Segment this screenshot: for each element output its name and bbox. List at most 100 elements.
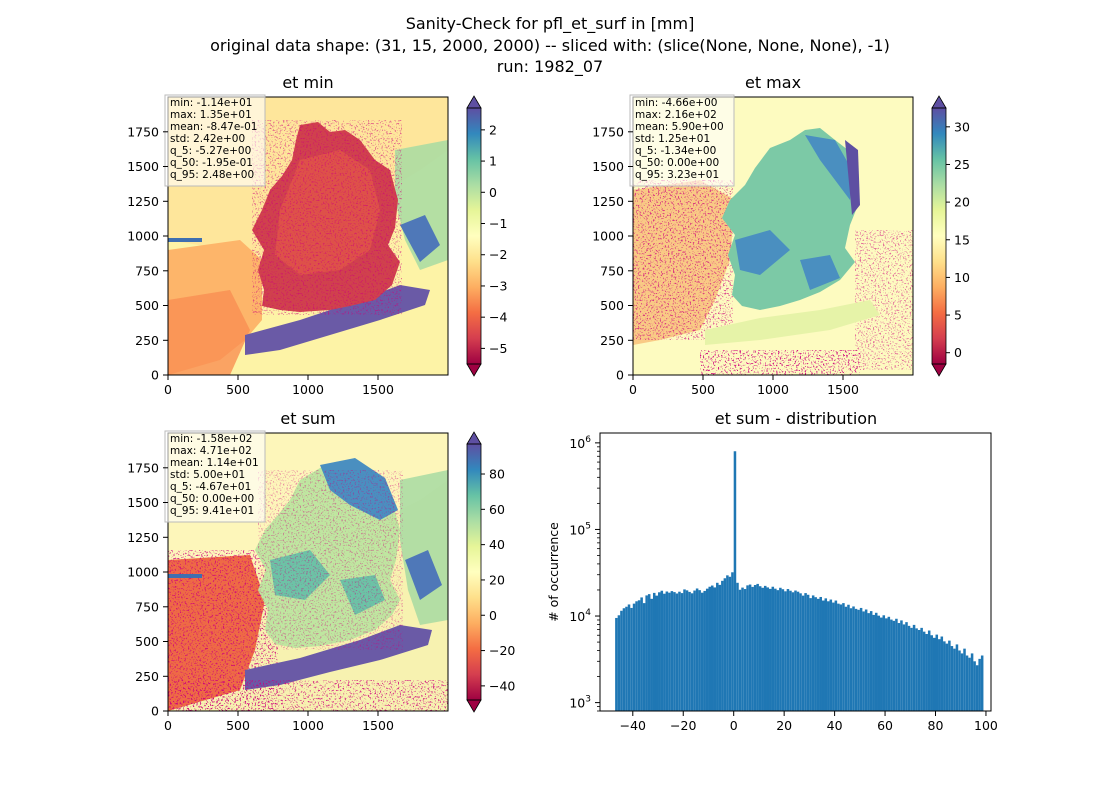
stat-line: std: 5.00e+01: [170, 469, 245, 481]
histogram-bar: [905, 622, 908, 711]
histogram-bar: [864, 609, 868, 711]
y-tick-label: 1750: [127, 460, 159, 475]
histogram-bar: [763, 585, 767, 711]
yaxis-et-sum: 0 250 500 750 1000 1250 1500 1750: [127, 460, 168, 719]
xaxis-et-max: 0 500 1000 1500: [629, 375, 859, 397]
histogram-bar: [844, 606, 848, 711]
suptitle-line-3: run: 1982_07: [497, 57, 603, 77]
histogram-bar: [922, 631, 926, 711]
histogram-bar: [668, 592, 671, 711]
plot-frame-distribution: [599, 432, 992, 712]
histogram-bar: [943, 641, 946, 711]
histogram-bar: [872, 614, 875, 711]
colorbar-gradient: [932, 108, 946, 364]
histogram-bar: [716, 582, 719, 711]
y-tick-label: 103: [569, 695, 591, 711]
histogram-bar: [897, 623, 901, 711]
histogram-bar: [799, 593, 802, 711]
stats-box-et-sum: min: -1.58e+02 max: 4.71e+02 mean: 1.14e…: [164, 430, 266, 523]
y-axis-label-distribution: # of occurrence: [546, 522, 561, 622]
stat-line: min: -1.14e+01: [170, 97, 252, 109]
y-tick-label: 0: [151, 368, 159, 383]
histogram-bar: [766, 587, 770, 711]
histogram-bar: [796, 591, 800, 711]
histogram-bar: [975, 665, 979, 711]
histogram-bar: [647, 594, 651, 711]
histogram-bar: [869, 611, 873, 711]
histogram-bar: [920, 627, 923, 711]
colorbar-tick-label: 15: [954, 232, 970, 247]
x-tick-label: 1500: [362, 382, 394, 397]
y-tick-label: 1250: [592, 194, 624, 209]
panel-et-max: et max min: -4.66e+00 max: 2.16e+02 mean…: [592, 73, 970, 397]
y-tick-label: 1000: [127, 229, 159, 244]
histogram-bar: [915, 628, 918, 711]
histogram-bar: [980, 655, 984, 711]
histogram-bar: [779, 587, 782, 711]
heatmap-et-max: [633, 97, 913, 375]
xaxis-et-min: 0 500 1000 1500: [164, 375, 394, 397]
histogram-bar: [842, 603, 845, 711]
stat-line: q_5: -1.34e+00: [635, 145, 716, 157]
x-tick-label: 1000: [292, 382, 324, 397]
x-tick-label: 1500: [362, 718, 394, 733]
histogram-bar: [678, 591, 681, 711]
colorbar-tick-label: 5: [954, 308, 962, 323]
colorbar-frame: [466, 443, 482, 701]
histogram-bar: [978, 658, 981, 711]
histogram-bar: [731, 572, 734, 711]
colorbar-extend-bottom: [466, 699, 482, 713]
x-tick-label: 1000: [757, 382, 789, 397]
histogram-bar: [721, 580, 724, 711]
histogram-bar: [963, 648, 966, 711]
histogram-bar: [683, 589, 686, 711]
histogram-bar: [917, 629, 921, 711]
histogram-bar: [622, 608, 626, 711]
y-tick-label: 750: [135, 599, 159, 614]
alps-light: [705, 300, 880, 345]
colorbar-tick-label: 20: [489, 572, 505, 587]
y-tick-label: 1750: [592, 124, 624, 139]
histogram-bar: [625, 606, 628, 711]
germany-purple-edge: [845, 140, 860, 215]
y-tick-label: 0: [151, 704, 159, 719]
y-tick-label: 750: [135, 263, 159, 278]
histogram-bar: [821, 600, 825, 711]
histogram-bar: [953, 648, 956, 711]
histogram-bar: [837, 603, 840, 711]
histogram-bar: [627, 604, 631, 711]
east-texture: [855, 230, 913, 370]
histogram-bar: [673, 592, 676, 711]
histogram-bar: [688, 591, 691, 711]
histogram-bar: [771, 586, 775, 711]
histogram-bar: [827, 601, 830, 711]
x-tick-label: 60: [877, 718, 893, 733]
histogram-bar: [774, 588, 777, 711]
histogram-bar: [761, 587, 764, 711]
histogram-bar: [801, 595, 805, 711]
histogram-bar: [786, 589, 790, 711]
histogram-bar: [824, 598, 828, 711]
yaxis-et-min: 0 250 500 750 1000 1250 1500 1750: [127, 124, 168, 383]
y-tick-label: 1500: [592, 159, 624, 174]
histogram-bar: [885, 618, 888, 711]
histogram-bar: [940, 636, 944, 711]
stat-line: mean: 1.14e+01: [170, 457, 259, 469]
stat-line: mean: -8.47e-01: [170, 121, 257, 133]
histogram-bar: [907, 625, 911, 711]
histogram-bar: [814, 597, 817, 711]
southwest-land: [168, 290, 250, 375]
stat-line: q_50: 0.00e+00: [635, 157, 719, 169]
histogram-bar: [680, 593, 684, 711]
histogram-bar: [867, 613, 870, 711]
histogram-bar: [880, 617, 883, 711]
yaxis-et-max: 0 250 500 750 1000 1250 1500 1750: [592, 124, 633, 383]
histogram-bar: [642, 603, 646, 711]
histogram-bar: [693, 590, 696, 711]
histogram-bar: [738, 589, 742, 711]
y-tick-label: 1000: [592, 229, 624, 244]
histogram-bar: [748, 584, 752, 711]
histogram-bar: [756, 583, 759, 711]
histogram-bar: [859, 607, 863, 711]
